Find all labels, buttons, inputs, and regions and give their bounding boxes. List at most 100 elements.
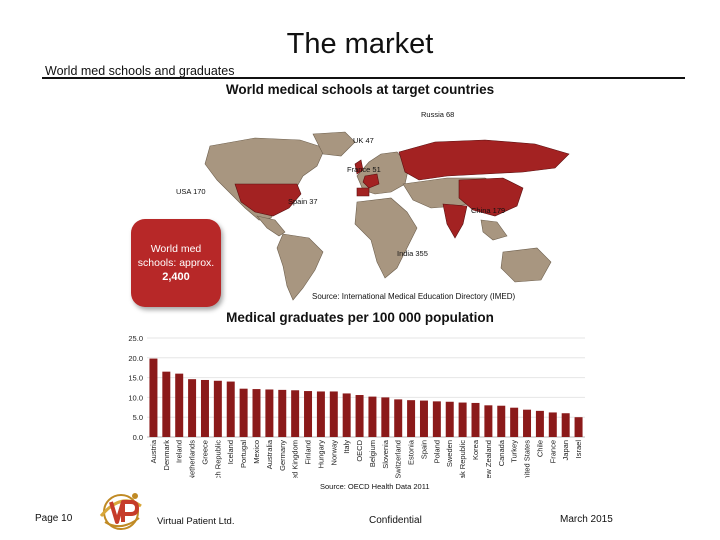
bar bbox=[458, 402, 467, 437]
map-source: Source: International Medical Education … bbox=[312, 292, 516, 301]
map-label-russia: Russia 68 bbox=[421, 110, 455, 119]
section-label: World med schools and graduates bbox=[45, 64, 235, 78]
x-tick-label: Mexico bbox=[252, 440, 261, 464]
africa-shape bbox=[354, 197, 418, 279]
greenland-shape bbox=[312, 131, 356, 157]
bar bbox=[561, 413, 570, 437]
bar bbox=[432, 401, 441, 437]
map-label-france: France 51 bbox=[347, 165, 381, 174]
y-tick-label: 20.0 bbox=[128, 354, 143, 363]
map-label-spain: Spain 37 bbox=[288, 197, 318, 206]
bar bbox=[162, 371, 171, 437]
bar bbox=[265, 389, 274, 437]
central-america-shape bbox=[256, 215, 286, 237]
bar bbox=[355, 395, 364, 437]
x-tick-label: Italy bbox=[342, 440, 351, 454]
map-label-china: China 179 bbox=[471, 206, 506, 215]
x-tick-label: Belgium bbox=[368, 440, 377, 467]
bar bbox=[471, 402, 480, 437]
bar bbox=[445, 401, 454, 437]
date-label: March 2015 bbox=[560, 514, 613, 525]
bar bbox=[407, 400, 416, 437]
y-tick-label: 25.0 bbox=[128, 334, 143, 343]
x-tick-label: Netherlands bbox=[188, 440, 197, 478]
bar bbox=[226, 381, 235, 437]
x-tick-label: Canada bbox=[497, 439, 506, 466]
russia-shape bbox=[398, 139, 570, 181]
china-shape bbox=[458, 177, 524, 217]
x-tick-label: Korea bbox=[471, 439, 480, 460]
x-tick-label: Switzerland bbox=[394, 440, 403, 478]
bar bbox=[329, 391, 338, 437]
x-tick-label: Austria bbox=[149, 439, 158, 463]
x-tick-label: Norway bbox=[329, 440, 338, 466]
bar bbox=[497, 405, 506, 437]
x-tick-label: Slovak Republic bbox=[458, 440, 467, 478]
bar bbox=[316, 391, 325, 437]
south-america-shape bbox=[276, 233, 324, 301]
x-tick-label: Hungary bbox=[316, 440, 325, 469]
bar bbox=[574, 417, 583, 437]
page-number: Page 10 bbox=[35, 513, 73, 524]
x-tick-label: New Zealand bbox=[484, 440, 493, 478]
callout-text: World med schools: approx. bbox=[137, 243, 215, 269]
x-tick-label: Slovenia bbox=[381, 439, 390, 469]
bar bbox=[394, 399, 403, 437]
x-tick-label: Japan bbox=[561, 440, 570, 460]
chart-title: Medical graduates per 100 000 population bbox=[226, 310, 494, 325]
map-label-usa: USA 170 bbox=[176, 187, 206, 196]
chart-source: Source: OECD Health Data 2011 bbox=[320, 482, 430, 491]
slide-title: The market bbox=[286, 28, 434, 60]
x-tick-label: Estonia bbox=[407, 439, 416, 465]
bar bbox=[535, 410, 544, 437]
vp-logo bbox=[99, 493, 142, 530]
bar bbox=[213, 380, 222, 437]
bar bbox=[278, 389, 287, 437]
x-tick-label: Turkey bbox=[510, 440, 519, 463]
x-tick-label: Spain bbox=[419, 440, 428, 459]
bar bbox=[419, 400, 428, 437]
x-tick-label: Portugal bbox=[239, 440, 248, 468]
bar bbox=[510, 407, 519, 437]
callout-count: 2,400 bbox=[162, 271, 190, 283]
southeast-asia-shape bbox=[480, 219, 508, 241]
x-tick-label: Finland bbox=[304, 440, 313, 465]
bar bbox=[484, 405, 493, 437]
confidential-label: Confidential bbox=[369, 515, 422, 526]
x-tick-label: OECD bbox=[355, 439, 364, 461]
bar bbox=[368, 396, 377, 437]
x-tick-label: Ireland bbox=[175, 440, 184, 463]
x-tick-label: Germany bbox=[278, 440, 287, 471]
bar bbox=[188, 379, 197, 437]
bar bbox=[381, 397, 390, 437]
india-shape bbox=[442, 203, 468, 239]
usa-shape bbox=[234, 183, 302, 217]
bar bbox=[291, 390, 300, 437]
bar bbox=[175, 373, 184, 437]
world-map bbox=[204, 131, 570, 301]
x-tick-label: United Kingdom bbox=[291, 440, 300, 478]
map-label-uk: UK 47 bbox=[353, 136, 374, 145]
france-shape bbox=[362, 173, 380, 189]
x-tick-label: France bbox=[548, 440, 557, 463]
map-title: World medical schools at target countrie… bbox=[225, 82, 495, 97]
bar bbox=[342, 393, 351, 437]
spain-shape bbox=[356, 187, 370, 197]
bar bbox=[548, 412, 557, 437]
company-name: Virtual Patient Ltd. bbox=[157, 516, 235, 527]
world-med-schools-callout: World med schools: approx. 2,400 bbox=[131, 219, 221, 307]
x-tick-label: Greece bbox=[200, 440, 209, 465]
x-tick-label: Chile bbox=[535, 440, 544, 457]
bar bbox=[149, 358, 158, 437]
y-tick-label: 0.0 bbox=[133, 433, 143, 442]
x-tick-label: Czech Republic bbox=[213, 440, 222, 478]
x-tick-label: Iceland bbox=[226, 440, 235, 464]
bar-chart: 25.0 20.0 15.0 10.0 5.0 0.0 Austria Denmark Ire… bbox=[128, 334, 585, 478]
uk-shape bbox=[354, 159, 364, 175]
x-tick-label: Poland bbox=[432, 440, 441, 463]
bar bbox=[523, 409, 532, 437]
bar bbox=[239, 388, 248, 437]
bar bbox=[304, 391, 313, 437]
bar bbox=[200, 379, 209, 437]
x-tick-label: Israel bbox=[574, 440, 583, 459]
